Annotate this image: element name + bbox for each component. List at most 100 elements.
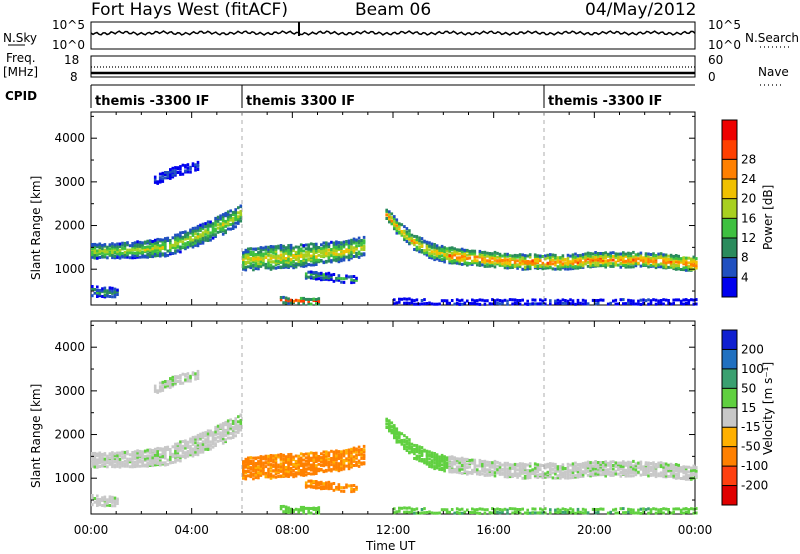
echo-cell xyxy=(415,245,419,249)
echo-cell xyxy=(299,253,303,257)
echo-cell xyxy=(539,463,542,467)
echo-cell xyxy=(390,431,394,435)
echo-cell xyxy=(586,460,590,464)
echo-cell xyxy=(642,262,645,266)
echo-cell xyxy=(153,461,157,465)
echo-cell xyxy=(146,448,149,452)
echo-cell xyxy=(169,455,172,458)
echo-cell xyxy=(445,462,449,465)
echo-cell xyxy=(617,263,620,267)
echo-cell xyxy=(440,458,444,461)
echo-cell xyxy=(262,257,265,261)
echo-cell xyxy=(390,212,394,216)
echo-cell xyxy=(612,251,615,255)
colorbar-segment xyxy=(722,368,737,389)
echo-cell xyxy=(345,457,348,461)
echo-cell xyxy=(506,461,509,465)
echo-cell xyxy=(302,296,305,300)
echo-cell xyxy=(632,250,635,254)
echo-cell xyxy=(302,244,305,248)
echo-cell xyxy=(554,267,557,271)
echo-cell xyxy=(667,265,670,269)
echo-cell xyxy=(554,510,557,514)
echo-cell xyxy=(662,298,665,302)
echo-cell xyxy=(476,470,479,474)
echo-cell xyxy=(466,257,469,261)
echo-cell xyxy=(403,238,406,242)
echo-cell xyxy=(171,169,175,173)
echo-cell xyxy=(181,440,185,443)
echo-cell xyxy=(141,456,144,460)
echo-cell xyxy=(463,258,467,262)
echo-cell xyxy=(647,261,650,265)
echo-cell xyxy=(601,470,605,474)
echo-cell xyxy=(340,259,343,263)
echo-cell xyxy=(337,244,341,248)
echo-cell xyxy=(531,298,534,302)
echo-cell xyxy=(355,244,358,248)
echo-cell xyxy=(445,465,449,469)
echo-cell xyxy=(536,466,540,470)
echo-cell xyxy=(357,252,361,256)
echo-cell xyxy=(569,302,572,306)
echo-cell xyxy=(516,508,519,511)
echo-cell xyxy=(309,272,313,276)
echo-cell xyxy=(307,472,310,476)
echo-cell xyxy=(287,453,290,457)
echo-cell xyxy=(304,250,308,254)
echo-cell xyxy=(619,466,623,470)
echo-cell xyxy=(463,260,467,264)
echo-cell xyxy=(231,433,235,437)
echo-cell xyxy=(551,462,555,466)
echo-cell xyxy=(408,450,411,454)
echo-cell xyxy=(667,474,670,478)
echo-cell xyxy=(554,301,557,305)
echo-cell xyxy=(420,446,424,450)
echo-cell xyxy=(204,447,207,451)
echo-cell xyxy=(244,457,248,461)
echo-cell xyxy=(549,259,552,263)
beam-label: Beam 06 xyxy=(355,0,431,20)
echo-cell xyxy=(589,259,592,263)
echo-cell xyxy=(204,222,207,226)
echo-cell xyxy=(174,375,177,379)
echo-cell xyxy=(231,213,235,216)
echo-cell xyxy=(662,258,665,262)
echo-cell xyxy=(257,471,260,475)
echo-cell xyxy=(443,250,446,253)
echo-cell xyxy=(677,475,680,479)
echo-cell xyxy=(536,468,540,472)
echo-cell xyxy=(282,468,285,471)
echo-cell xyxy=(199,240,202,244)
echo-cell xyxy=(642,259,645,263)
echo-cell xyxy=(435,453,439,457)
echo-cell xyxy=(325,277,328,281)
echo-cell xyxy=(143,240,147,244)
echo-cell xyxy=(176,240,180,244)
echo-cell xyxy=(211,222,215,226)
echo-cell xyxy=(493,471,497,475)
echo-cell xyxy=(206,223,210,227)
echo-cell xyxy=(400,439,404,442)
echo-cell xyxy=(549,265,552,269)
y-tick-label: 2000 xyxy=(54,428,85,442)
echo-cell xyxy=(315,277,318,281)
echo-cell xyxy=(279,455,283,459)
echo-cell xyxy=(292,254,295,257)
echo-cell xyxy=(216,432,220,436)
echo-cell xyxy=(131,457,134,461)
echo-cell xyxy=(103,453,107,457)
echo-cell xyxy=(257,456,260,460)
echo-cell xyxy=(174,233,177,237)
echo-cell xyxy=(133,241,137,245)
echo-cell xyxy=(219,224,222,228)
echo-cell xyxy=(496,298,499,302)
echo-cell xyxy=(325,454,328,458)
echo-cell xyxy=(428,453,431,457)
echo-cell xyxy=(576,510,580,514)
echo-cell xyxy=(309,451,313,455)
echo-cell xyxy=(501,510,504,514)
echo-cell xyxy=(674,267,678,271)
echo-cell xyxy=(549,262,552,266)
echo-cell xyxy=(609,261,612,265)
